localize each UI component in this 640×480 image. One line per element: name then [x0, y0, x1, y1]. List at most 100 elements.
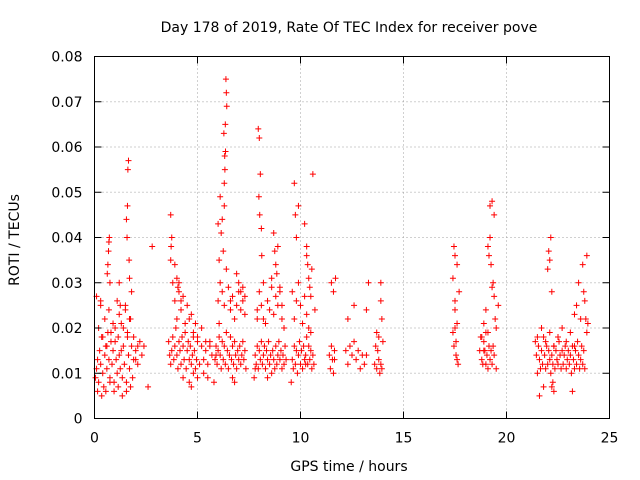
data-point — [178, 306, 185, 313]
data-point — [273, 361, 280, 368]
data-point — [483, 352, 490, 359]
data-point — [218, 229, 225, 236]
data-point — [310, 361, 317, 368]
data-point — [541, 352, 548, 359]
data-point — [227, 334, 234, 341]
data-point — [264, 374, 271, 381]
data-point — [453, 352, 460, 359]
data-point — [120, 343, 127, 350]
data-point — [196, 361, 203, 368]
data-point — [188, 311, 195, 318]
data-point — [165, 338, 172, 345]
data-point — [308, 365, 315, 372]
data-point — [256, 347, 263, 354]
data-point — [222, 361, 229, 368]
data-point — [198, 343, 205, 350]
data-point — [283, 356, 290, 363]
data-point — [578, 343, 585, 350]
data-point — [306, 356, 313, 363]
data-point — [575, 279, 582, 286]
data-point — [104, 261, 111, 268]
data-point — [237, 306, 244, 313]
data-point — [297, 302, 304, 309]
data-point — [374, 347, 381, 354]
data-point — [221, 302, 228, 309]
data-point — [119, 392, 126, 399]
data-point — [255, 193, 262, 200]
data-point — [563, 338, 570, 345]
data-point — [100, 383, 107, 390]
data-point — [452, 325, 458, 331]
x-tick-label: 5 — [193, 431, 202, 447]
data-point — [454, 320, 461, 327]
data-point — [577, 315, 584, 322]
data-point — [276, 284, 283, 291]
data-point — [145, 383, 152, 390]
data-point — [301, 220, 308, 227]
y-tick-label: 0.05 — [51, 185, 82, 201]
data-point — [480, 338, 487, 345]
data-point — [289, 288, 296, 295]
data-point — [253, 361, 260, 368]
data-point — [258, 338, 265, 345]
data-point — [183, 365, 190, 372]
data-point — [298, 347, 305, 354]
data-point — [227, 306, 234, 313]
data-point — [484, 243, 491, 250]
data-point — [124, 234, 131, 241]
data-point — [295, 352, 302, 359]
data-point — [97, 297, 104, 304]
axis-ticks — [94, 56, 610, 419]
y-tick-label: 0.06 — [51, 140, 82, 156]
data-point — [105, 248, 112, 255]
data-point — [330, 370, 337, 377]
data-point — [258, 252, 265, 259]
data-point — [116, 279, 123, 286]
data-point — [102, 388, 109, 395]
data-point — [262, 365, 269, 372]
data-point — [173, 275, 180, 282]
data-point — [543, 343, 550, 350]
data-point — [113, 356, 120, 363]
data-point — [303, 252, 310, 259]
data-point — [223, 329, 230, 336]
data-point — [210, 379, 217, 386]
data-point — [326, 352, 333, 359]
data-point — [485, 252, 492, 259]
data-point — [262, 320, 269, 327]
data-point — [174, 284, 181, 291]
data-point — [304, 261, 311, 268]
data-point — [168, 347, 175, 354]
data-point — [239, 284, 246, 291]
data-point — [484, 365, 491, 372]
data-point — [567, 329, 574, 336]
data-point — [542, 365, 549, 372]
data-point — [482, 361, 489, 368]
data-point — [235, 279, 242, 286]
data-point — [256, 134, 263, 141]
data-point — [194, 374, 201, 381]
data-point — [480, 347, 487, 354]
data-point — [265, 338, 272, 345]
data-point — [546, 356, 553, 363]
data-point — [224, 347, 231, 354]
data-point — [378, 365, 385, 372]
data-point — [171, 343, 178, 350]
data-point — [487, 234, 494, 241]
data-point — [221, 180, 228, 187]
data-point — [229, 343, 236, 350]
data-point — [251, 374, 258, 381]
data-point — [309, 352, 316, 359]
data-point — [311, 306, 318, 313]
data-point — [373, 329, 380, 336]
data-point — [99, 334, 106, 341]
data-point — [571, 311, 578, 318]
data-point — [455, 361, 462, 368]
data-point — [219, 338, 226, 345]
data-point — [344, 315, 351, 322]
data-point — [330, 288, 337, 295]
data-point — [271, 365, 278, 372]
data-point — [254, 343, 261, 350]
data-point — [495, 302, 502, 309]
